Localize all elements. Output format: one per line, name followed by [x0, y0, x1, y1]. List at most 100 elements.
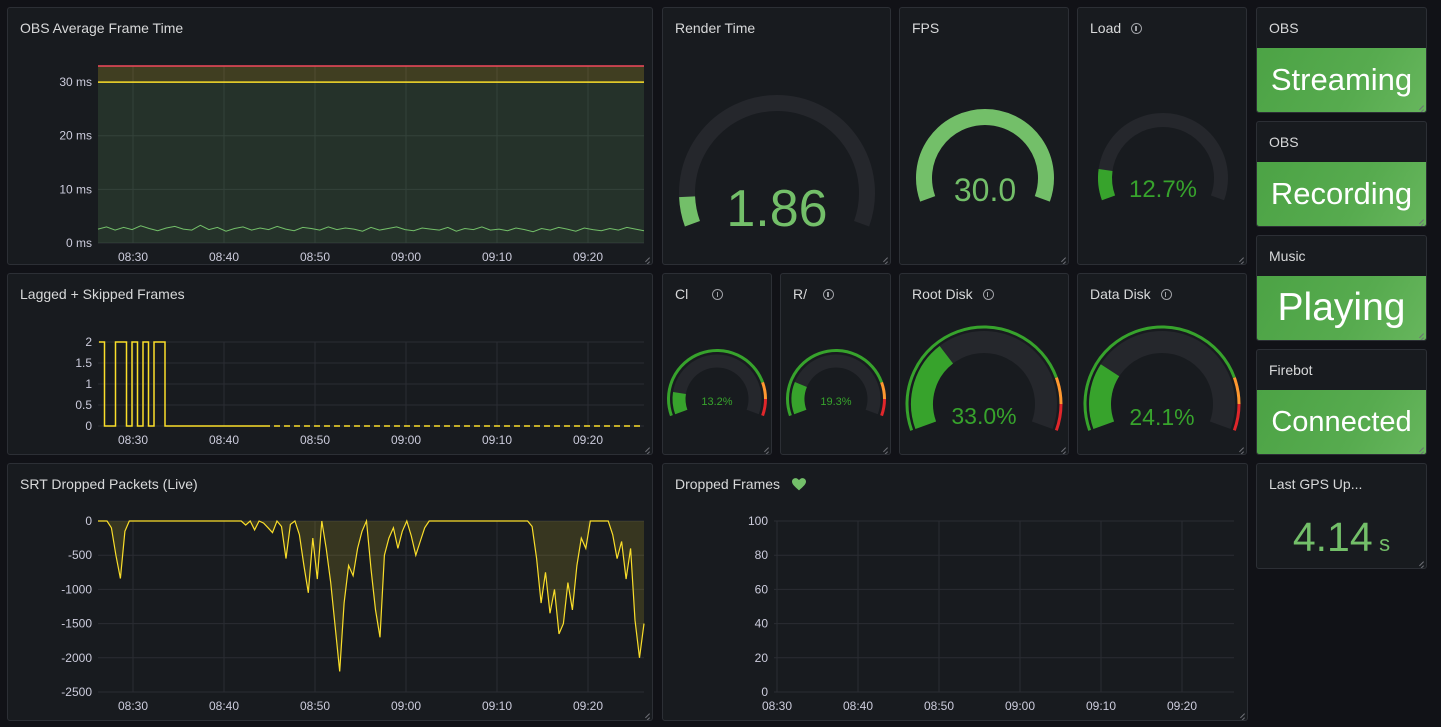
panel-title[interactable]: R/ [793, 286, 834, 302]
threshold-ring-orange [761, 381, 768, 400]
info-icon[interactable] [1131, 22, 1143, 34]
panel-title[interactable]: Render Time [675, 20, 756, 36]
y-tick-label: 1 [85, 377, 92, 391]
panel-title[interactable]: OBS [1269, 134, 1299, 150]
y-tick-label: 60 [755, 582, 769, 596]
resize-handle-icon[interactable] [879, 253, 888, 262]
panel-title[interactable]: Dropped Frames [675, 476, 807, 492]
resize-handle-icon[interactable] [641, 443, 650, 452]
resize-handle-icon[interactable] [1415, 557, 1424, 566]
resize-handle-icon[interactable] [641, 253, 650, 262]
root-disk-panel: Root Disk 33.0% [899, 273, 1069, 455]
panel-title[interactable]: Music [1269, 248, 1306, 264]
gauge-value-text: 12.7% [1129, 176, 1197, 203]
x-tick-label: 08:30 [118, 433, 148, 447]
x-tick-label: 08:30 [118, 250, 148, 264]
dropped-frames-chart[interactable]: 08:30 08:40 08:50 09:00 09:10 09:20 0 20 40 60 80 1… [663, 464, 1248, 721]
x-tick-label: 08:40 [209, 699, 239, 713]
data-disk-panel: Data Disk 24.1% [1077, 273, 1247, 455]
panel-title[interactable]: Root Disk [912, 286, 994, 302]
x-tick-label: 09:10 [1086, 699, 1116, 713]
panel-title-text: Data Disk [1090, 286, 1151, 302]
info-icon[interactable] [712, 288, 724, 300]
resize-handle-icon[interactable] [1235, 443, 1244, 452]
y-tick-label: 1.5 [75, 356, 92, 370]
frame-time-chart[interactable]: 08:30 08:40 08:50 09:00 09:10 09:20 0 ms 10 ms 2… [8, 8, 653, 265]
x-tick-label: 08:50 [300, 433, 330, 447]
gauge-value-arc [916, 108, 1054, 202]
x-tick-label: 09:00 [1005, 699, 1035, 713]
panel-title[interactable]: Data Disk [1090, 286, 1172, 302]
lagged-frames-chart[interactable]: 08:30 08:40 08:50 09:00 09:10 09:20 0 0.5 1 1.5 2 [8, 274, 653, 455]
x-tick-label: 09:00 [391, 699, 421, 713]
gauge-track [679, 94, 875, 227]
load-gauge: 12.7% [1098, 113, 1228, 203]
x-tick-label: 08:40 [843, 699, 873, 713]
load-panel: Load 12.7% [1077, 7, 1247, 265]
gauge-value-arc [1098, 169, 1116, 201]
panel-title[interactable]: OBS Average Frame Time [20, 20, 184, 36]
info-icon[interactable] [982, 288, 994, 300]
x-tick-label: 08:50 [924, 699, 954, 713]
status-value: Streaming [1257, 48, 1426, 112]
panel-title[interactable]: Firebot [1269, 362, 1313, 378]
x-tick-label: 09:20 [573, 250, 603, 264]
fps-gauge: 30.0 [916, 108, 1054, 208]
obs-streaming-panel: OBS Streaming [1256, 7, 1427, 113]
panel-title[interactable]: SRT Dropped Packets (Live) [20, 476, 198, 492]
panel-title[interactable]: Lagged + Skipped Frames [20, 286, 185, 302]
status-value: Connected [1257, 390, 1426, 454]
render-time-gauge: 1.86 [679, 94, 875, 238]
srt-dropped-chart[interactable]: 08:30 08:40 08:50 09:00 09:10 09:20 0 -500 -1000… [8, 464, 653, 721]
y-tick-label: 0 [761, 685, 768, 699]
y-tick-label: 0 [85, 419, 92, 433]
resize-handle-icon[interactable] [1415, 101, 1424, 110]
x-tick-label: 08:50 [300, 699, 330, 713]
resize-handle-icon[interactable] [1415, 329, 1424, 338]
panel-title-text: R/ [793, 286, 807, 302]
y-tick-label: 80 [755, 548, 769, 562]
info-icon[interactable] [823, 288, 834, 300]
panel-title[interactable]: Load [1090, 20, 1143, 36]
panel-title[interactable]: Cl [675, 286, 724, 302]
y-tick-label: -2500 [61, 685, 92, 699]
resize-handle-icon[interactable] [760, 443, 769, 452]
threshold-ring-red [761, 398, 768, 417]
resize-handle-icon[interactable] [1235, 253, 1244, 262]
resize-handle-icon[interactable] [1415, 215, 1424, 224]
x-tick-label: 09:00 [391, 250, 421, 264]
threshold-ring-orange [1232, 377, 1241, 405]
srt-series-line [98, 518, 645, 672]
render-time-panel: Render Time 1.86 [662, 7, 891, 265]
y-tick-label: 30 ms [59, 75, 92, 89]
y-tick-label: 20 [755, 651, 769, 665]
y-tick-label: 20 ms [59, 129, 92, 143]
y-tick-label: -500 [68, 548, 92, 562]
panel-title-text: Load [1090, 20, 1122, 36]
gauge-value-text: 19.3% [820, 396, 851, 408]
heart-icon[interactable] [792, 477, 807, 491]
resize-handle-icon[interactable] [1236, 709, 1245, 718]
panel-title[interactable]: Last GPS Up... [1269, 476, 1363, 492]
ram-panel: R/ 19.3% [780, 273, 891, 455]
resize-handle-icon[interactable] [1057, 253, 1066, 262]
resize-handle-icon[interactable] [641, 709, 650, 718]
panel-title[interactable]: OBS [1269, 20, 1299, 36]
cpu-gauge: 13.2% [666, 349, 768, 417]
x-tick-label: 08:30 [118, 699, 148, 713]
frame-time-panel: OBS Average Frame Time 08:30 08:40 08:50 09… [7, 7, 653, 265]
info-icon[interactable] [1160, 288, 1172, 300]
srt-dropped-panel: SRT Dropped Packets (Live) 08:30 08:40 08:… [7, 463, 653, 721]
threshold-ring-green [1083, 325, 1236, 431]
x-tick-label: 09:00 [391, 433, 421, 447]
gauge-value-arc [791, 381, 808, 415]
threshold-ring-red [1232, 403, 1241, 431]
ram-gauge: 19.3% [785, 349, 887, 417]
threshold-band-yellow [98, 66, 644, 83]
resize-handle-icon[interactable] [1415, 443, 1424, 452]
panel-title[interactable]: FPS [912, 20, 940, 36]
resize-handle-icon[interactable] [1057, 443, 1066, 452]
gauge-value-text: 24.1% [1129, 404, 1194, 430]
resize-handle-icon[interactable] [879, 443, 888, 452]
gps-value: 4.14 s [1257, 514, 1426, 561]
